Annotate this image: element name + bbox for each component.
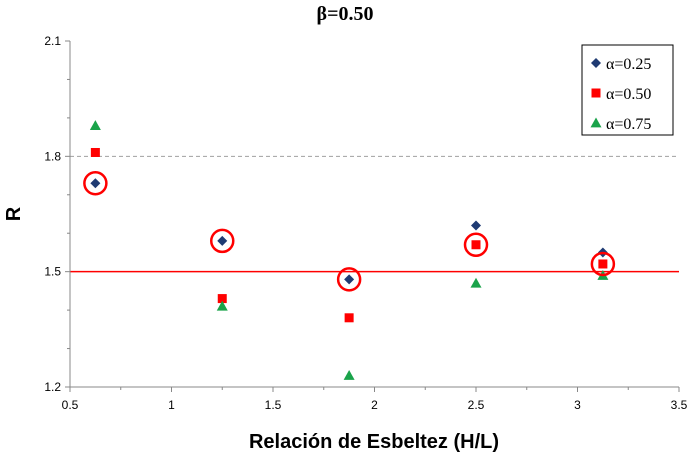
x-tick-label: 2 xyxy=(371,398,378,412)
x-tick-label: 1.5 xyxy=(265,398,282,412)
data-point-series-1 xyxy=(344,274,355,285)
y-axis-title: R xyxy=(3,206,25,221)
data-point-series-3 xyxy=(89,120,101,130)
data-point-series-2 xyxy=(344,313,354,323)
data-point-series-3 xyxy=(470,277,482,288)
x-axis-title: Relación de Esbeltez (H/L) xyxy=(249,431,499,453)
legend-marker-series-2 xyxy=(591,88,601,98)
data-point-series-2 xyxy=(598,259,608,269)
legend-label-series-3: α=0.75 xyxy=(606,116,651,133)
highlight-circle xyxy=(336,267,362,292)
x-tick-label: 2.5 xyxy=(468,398,485,412)
x-tick-label: 0.5 xyxy=(62,398,79,412)
legend-marker-series-1 xyxy=(591,58,601,68)
data-point-series-1 xyxy=(217,235,228,246)
x-tick-label: 1 xyxy=(168,398,175,412)
data-point-series-3 xyxy=(343,369,355,380)
data-point-series-3 xyxy=(216,300,228,311)
highlight-circle xyxy=(590,251,616,277)
highlight-circle xyxy=(210,228,235,254)
plot-area: 0.5 1 1.5 2 2.5 3 3.5 1.2 1.5 1.8 2.1 xyxy=(44,34,687,412)
y-tick-label: 2.1 xyxy=(44,34,61,48)
data-point-series-1 xyxy=(471,220,481,231)
data-point-series-2 xyxy=(471,240,481,250)
legend: α=0.25 α=0.50 α=0.75 xyxy=(581,44,674,136)
y-tick-label: 1.2 xyxy=(44,380,61,394)
y-tick-label: 1.5 xyxy=(44,265,61,279)
legend-label-series-1: α=0.25 xyxy=(606,56,651,73)
legend-label-series-2: α=0.50 xyxy=(606,86,651,103)
data-point-series-2 xyxy=(90,147,100,157)
data-point-series-1 xyxy=(90,178,101,189)
x-tick-label: 3 xyxy=(574,398,581,412)
x-tick-label: 3.5 xyxy=(671,398,688,412)
legend-marker-series-3 xyxy=(590,117,602,128)
chart-title: β=0.50 xyxy=(317,3,374,25)
data-point-series-2 xyxy=(217,294,227,304)
highlight-circle xyxy=(83,170,108,196)
y-tick-label: 1.8 xyxy=(44,149,61,163)
highlight-circle xyxy=(463,232,489,258)
